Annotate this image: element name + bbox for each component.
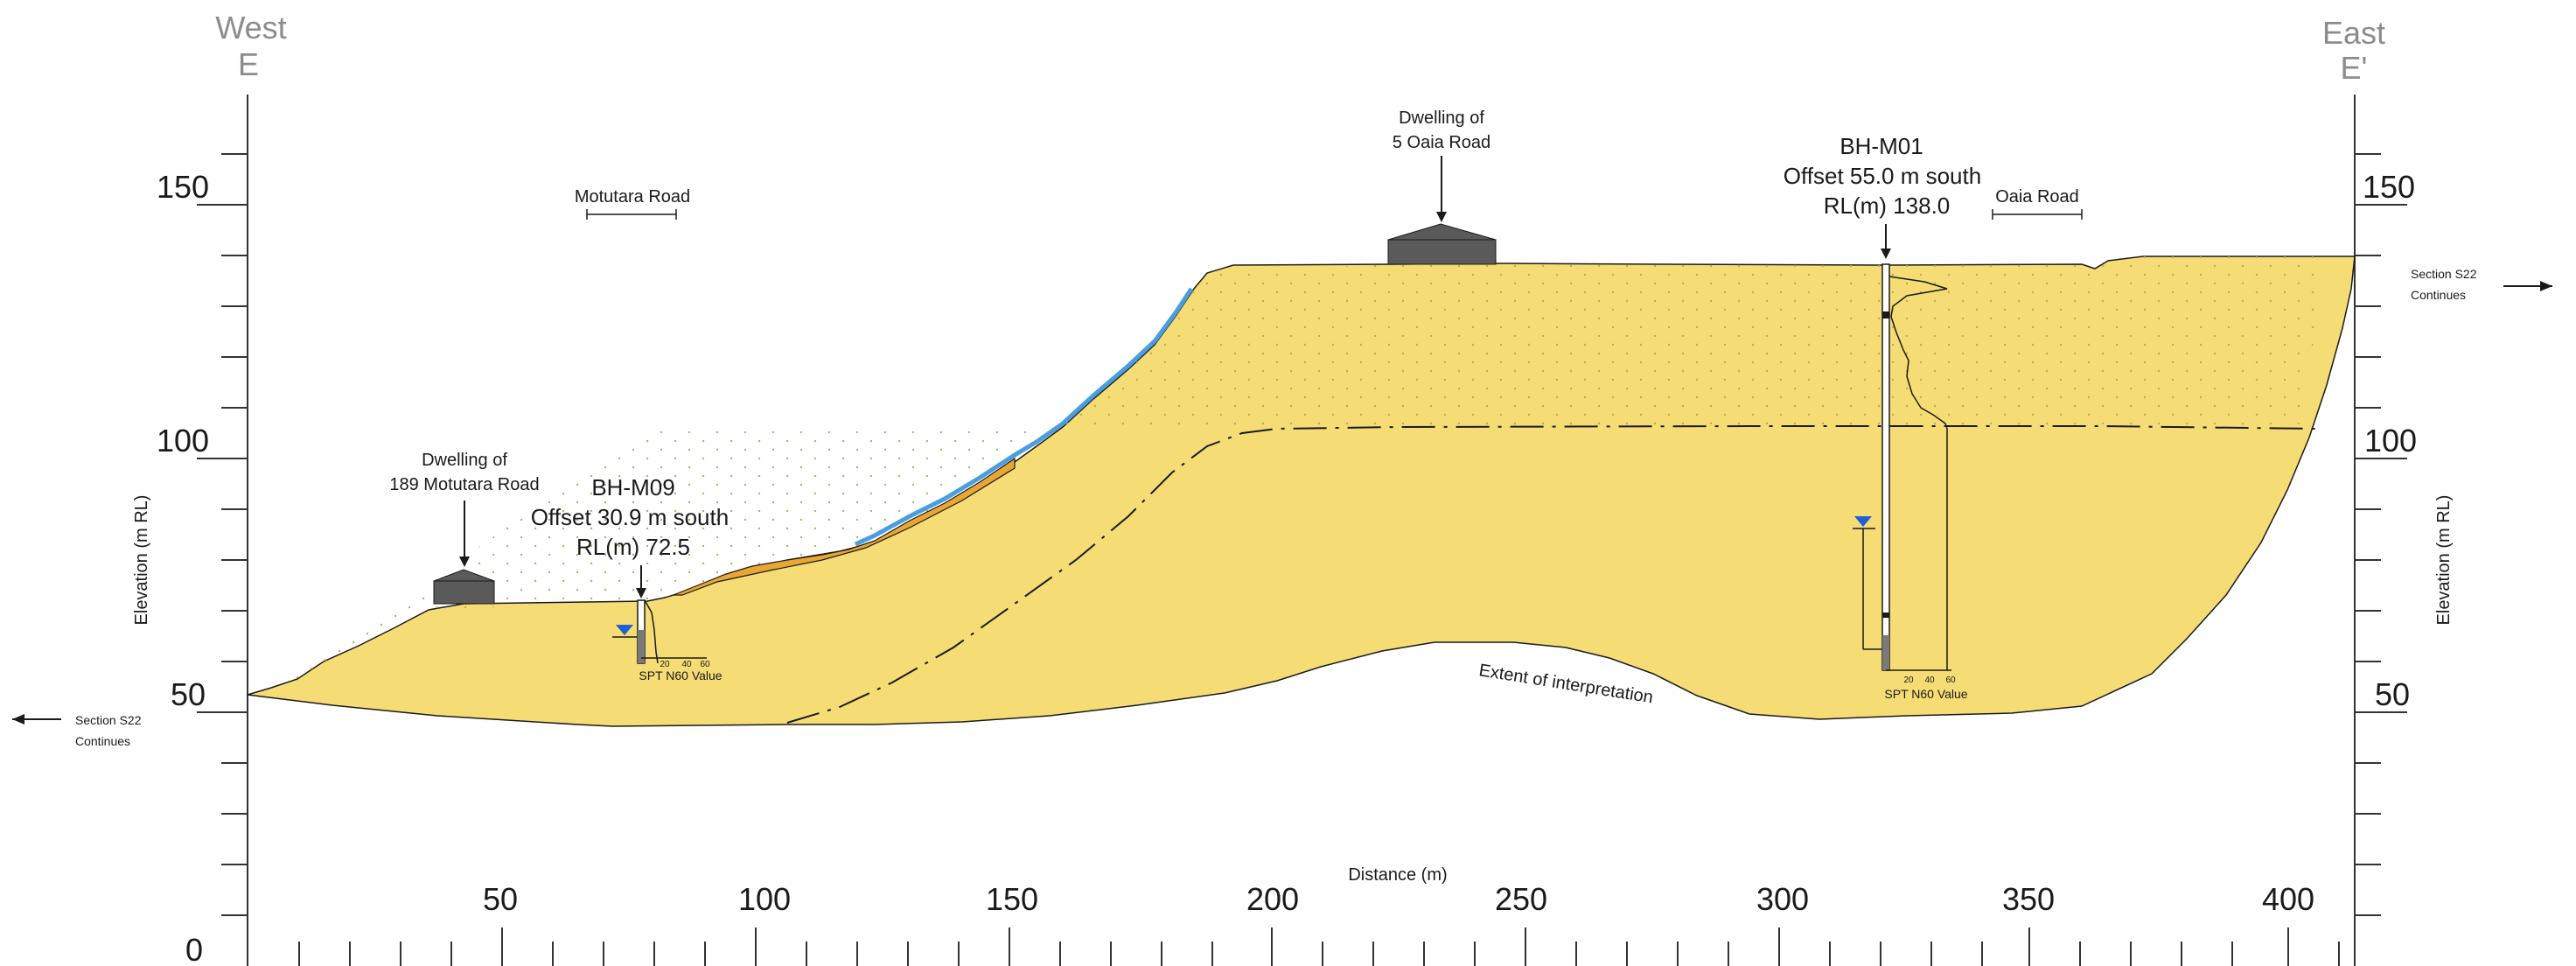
bh-m01-spt-tick-20: 20	[1903, 676, 1914, 685]
bh-m09-spt-trace	[644, 599, 659, 664]
east-dwelling	[1387, 223, 1497, 265]
bh-m01-name: BH-M01	[1840, 133, 1923, 159]
west-dwelling-pointer-head	[459, 556, 470, 567]
bh-m09-casing	[638, 630, 645, 663]
bh-m01-casing	[1882, 635, 1889, 670]
oaia-road-label: Oaia Road	[1995, 187, 2079, 206]
left-continuation-label-1: Section S22	[75, 713, 142, 727]
x-tick-400: 400	[2262, 881, 2314, 917]
x-tick-350: 350	[2002, 881, 2055, 917]
bh-m09-spt-label: SPT N60 Value	[639, 668, 722, 682]
y-tick-100-left: 100	[157, 423, 209, 458]
colluvium-layer	[673, 457, 1016, 596]
bh-m01-spt-tick-60: 60	[1945, 676, 1956, 685]
interpreted-boundary	[786, 425, 2319, 724]
y-tick-100-right: 100	[2364, 423, 2417, 458]
motutara-road-marker	[586, 209, 677, 220]
left-continuation-arrow-head	[12, 714, 24, 724]
x-axis-ticks	[298, 928, 2340, 966]
bh-m01-band-1	[1882, 312, 1889, 318]
east-dwelling-pointer-head	[1436, 212, 1447, 222]
bh-m09-name: BH-M09	[591, 474, 674, 500]
west-dwelling-label-1: Dwelling of	[422, 451, 507, 470]
bh-m01-rl: RL(m) 138.0	[1824, 192, 1951, 219]
bh-m01-borehole	[1881, 263, 1890, 671]
x-tick-100: 100	[738, 881, 791, 917]
bh-m01-spt-tick-40: 40	[1924, 676, 1935, 685]
y-tick-150-right: 150	[2363, 169, 2415, 205]
soil-dot-pattern	[289, 256, 2327, 682]
bh-m09-offset: Offset 30.9 m south	[531, 504, 729, 530]
right-continuation-arrow-head	[2540, 281, 2552, 291]
right-continuation-label-1: Section S22	[2411, 267, 2477, 281]
west-label: West	[215, 10, 286, 46]
x-tick-150: 150	[986, 881, 1038, 917]
bh-m09-spt-tick-20: 20	[660, 660, 670, 669]
extent-label: Extent of interpretation	[1477, 661, 1654, 707]
oaia-road-marker	[1992, 209, 2083, 220]
east-label: East	[2322, 15, 2385, 51]
motutara-road-label: Motutara Road	[575, 187, 690, 206]
east-dwelling-label-1: Dwelling of	[1399, 108, 1484, 128]
y-axis-title-right: Elevation (m RL)	[2434, 495, 2454, 626]
west-dwelling	[433, 569, 495, 605]
y-axis-title-left: Elevation (m RL)	[132, 495, 151, 626]
bh-m09-pointer-head	[636, 588, 646, 598]
x-axis-title: Distance (m)	[1348, 865, 1447, 885]
bh-m09-spt-tick-60: 60	[700, 660, 710, 669]
east-dwelling-label-2: 5 Oaia Road	[1393, 133, 1490, 152]
y-axis-ticks	[197, 153, 2407, 916]
y-tick-50-left: 50	[171, 676, 206, 712]
x-tick-250: 250	[1495, 881, 1547, 917]
west-dwelling-label-2: 189 Motutara Road	[389, 475, 539, 494]
bh-m01-band-2	[1882, 612, 1889, 618]
west-section-code: E	[238, 46, 259, 82]
y-tick-0: 0	[185, 932, 203, 966]
bh-m09-water-marker	[616, 625, 633, 635]
bh-m09-rl: RL(m) 72.5	[576, 534, 690, 560]
y-tick-150-left: 150	[157, 169, 209, 205]
bh-m01-spt-label: SPT N60 Value	[1884, 687, 1967, 701]
x-tick-200: 200	[1246, 881, 1299, 917]
bh-m01-water-marker	[1854, 516, 1872, 527]
slope-water-line	[854, 287, 1194, 547]
x-tick-300: 300	[1756, 881, 1809, 917]
right-continuation-label-2: Continues	[2411, 288, 2466, 302]
bh-m01-offset: Offset 55.0 m south	[1784, 163, 1981, 189]
east-section-code: E'	[2341, 50, 2368, 86]
left-continuation-label-2: Continues	[75, 734, 130, 748]
bh-m01-pointer-head	[1881, 248, 1891, 259]
bh-m09-spt-tick-40: 40	[681, 660, 692, 669]
y-tick-50-right: 50	[2375, 676, 2410, 712]
x-tick-50: 50	[483, 881, 518, 917]
bh-m01-spt-trace	[1888, 276, 1948, 670]
